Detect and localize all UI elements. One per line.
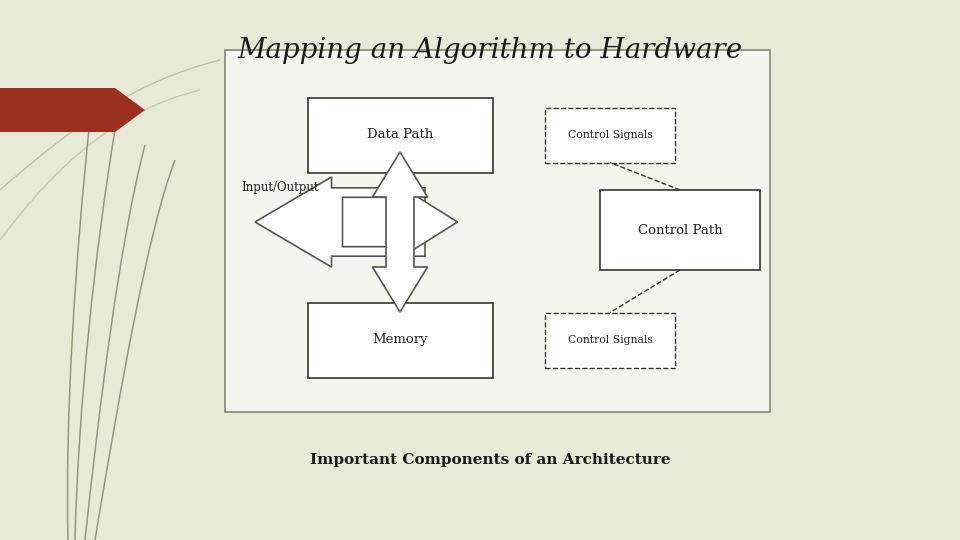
Text: Memory: Memory — [372, 334, 428, 347]
Bar — [307, 302, 492, 377]
Text: Data Path: Data Path — [367, 129, 433, 141]
Bar — [545, 107, 675, 163]
Text: Control Signals: Control Signals — [567, 335, 653, 345]
Polygon shape — [0, 88, 145, 132]
Text: Input/Output: Input/Output — [241, 181, 319, 194]
Polygon shape — [372, 152, 427, 312]
Polygon shape — [343, 190, 458, 254]
Bar — [307, 98, 492, 172]
Polygon shape — [255, 177, 425, 267]
Bar — [600, 190, 760, 270]
Text: Important Components of an Architecture: Important Components of an Architecture — [310, 453, 670, 467]
Bar — [225, 50, 770, 412]
Bar — [545, 313, 675, 368]
Text: Control Signals: Control Signals — [567, 130, 653, 140]
Text: Control Path: Control Path — [637, 224, 722, 237]
Text: Mapping an Algorithm to Hardware: Mapping an Algorithm to Hardware — [237, 37, 743, 64]
